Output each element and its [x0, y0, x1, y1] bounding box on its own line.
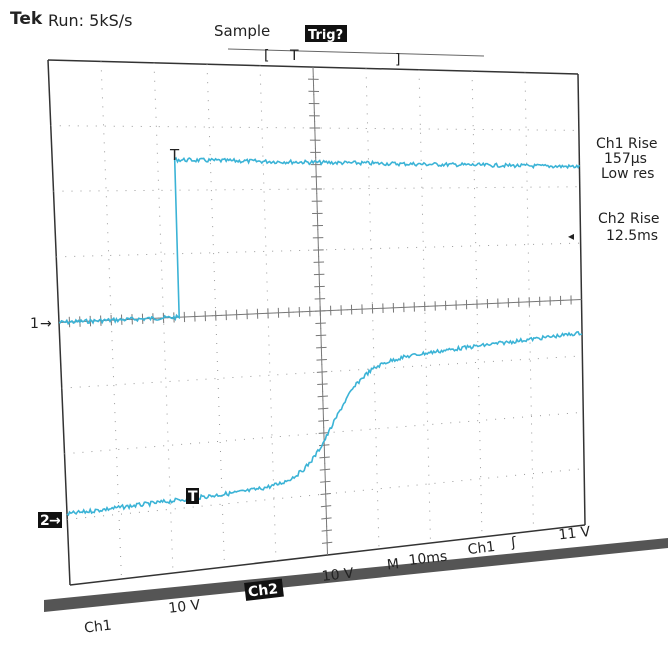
trig-state: Trig? — [308, 28, 343, 43]
tick — [318, 408, 328, 409]
readout: Ch1 Rise — [596, 136, 658, 152]
tick — [322, 542, 332, 543]
scope-screen: Tek Run: 5kS/s Sample Trig? [ T ] Ch1 Ri… — [0, 0, 668, 646]
tick — [320, 481, 330, 482]
tick — [318, 420, 328, 421]
tick — [318, 396, 328, 397]
ch2-scale: 10 V — [321, 565, 355, 585]
tick — [319, 457, 329, 458]
tick — [316, 347, 326, 348]
ch1-marker: 1 — [30, 316, 39, 332]
trigger-source: Ch1 — [467, 539, 496, 558]
tick — [321, 493, 331, 494]
tick — [317, 384, 327, 385]
level-arrow: ◂ — [568, 229, 574, 243]
tick — [322, 530, 332, 531]
timebase-label: M — [386, 556, 400, 573]
tick — [316, 359, 326, 360]
trigger-level: 11 V — [558, 524, 592, 544]
traces — [59, 158, 582, 515]
tick — [320, 469, 330, 470]
brand: Tek — [10, 9, 43, 29]
tick — [321, 506, 331, 507]
trace-trigger: T — [169, 146, 180, 164]
readout: 157µs — [604, 151, 647, 167]
readout: 12.5ms — [606, 228, 658, 244]
screen-shadow — [44, 538, 668, 612]
ch1-label: Ch1 — [83, 618, 112, 637]
footer: Ch1 10 V Ch2 10 V M 10ms Ch1 ʃ 11 V — [79, 524, 596, 637]
readout: Ch2 Rise — [598, 211, 660, 227]
arrow: → — [49, 513, 61, 529]
ch2-label: Ch2 — [247, 581, 279, 600]
readout: Low res — [601, 166, 654, 182]
bracket: ] — [395, 52, 400, 68]
bracket: [ — [264, 48, 269, 64]
readouts: Ch1 Rise 157µs Low res Ch2 Rise 12.5ms — [596, 136, 660, 244]
acq-mode: Sample — [214, 22, 270, 40]
trigger-pos: T — [289, 48, 299, 64]
trigger-slope: ʃ — [509, 535, 517, 552]
tick — [321, 518, 331, 519]
trace-trigger: T — [188, 489, 198, 505]
arrow: → — [40, 316, 52, 332]
tick — [316, 335, 326, 336]
ch1-scale: 10 V — [168, 597, 202, 617]
tick — [317, 372, 327, 373]
run-status: Run: 5kS/s — [48, 11, 132, 30]
tick — [319, 445, 329, 446]
